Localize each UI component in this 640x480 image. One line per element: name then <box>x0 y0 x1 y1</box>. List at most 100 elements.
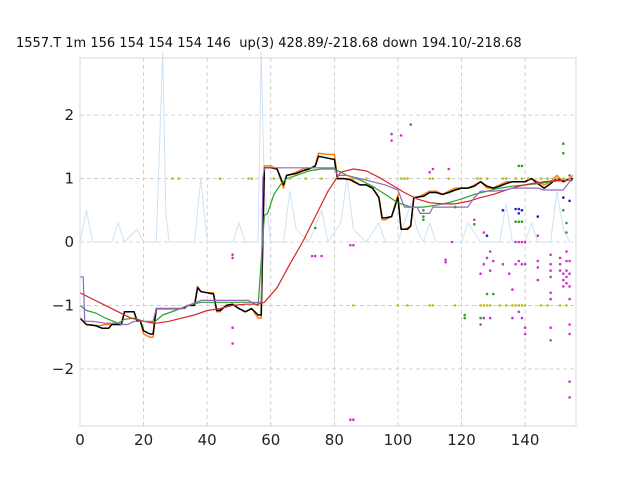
scatter-point <box>428 177 432 180</box>
scatter-point <box>399 134 403 137</box>
scatter-point <box>488 269 492 272</box>
x-tick-label: 60 <box>261 431 280 449</box>
scatter-point <box>406 177 409 180</box>
scatter-point <box>473 218 476 222</box>
scatter-point <box>476 177 479 180</box>
scatter-point <box>444 261 447 264</box>
scatter-point <box>349 243 352 247</box>
scatter-point <box>447 177 451 180</box>
scatter-point <box>170 177 174 180</box>
scatter-point <box>523 262 527 266</box>
scatter-point <box>517 310 521 314</box>
series-line <box>79 168 573 324</box>
scatter-point <box>507 272 511 276</box>
scatter-point <box>399 177 403 180</box>
scatter-point <box>431 167 435 171</box>
scatter-point <box>390 132 393 136</box>
scatter-point <box>565 281 568 285</box>
scatter-point <box>463 316 467 320</box>
scatter-point <box>539 304 543 307</box>
scatter-point <box>444 258 447 262</box>
scatter-point <box>218 177 222 180</box>
scatter-point <box>562 272 565 276</box>
scatter-point <box>320 254 323 258</box>
scatter-point <box>565 275 568 279</box>
scatter-point <box>517 164 521 168</box>
scatter-point <box>514 304 517 307</box>
y-tick-label: 1 <box>64 170 74 188</box>
scatter-point <box>517 304 521 307</box>
scatter-point <box>349 418 352 422</box>
scatter-point <box>520 304 524 307</box>
scatter-point <box>485 292 489 296</box>
scatter-point <box>488 316 492 320</box>
scatter-point <box>517 259 521 263</box>
scatter-point <box>549 297 552 301</box>
scatter-point <box>396 304 400 307</box>
scatter-point <box>523 304 527 307</box>
scatter-point <box>479 316 482 320</box>
scatter-point <box>568 297 571 301</box>
scatter-point <box>527 177 530 180</box>
scatter-point <box>558 304 562 307</box>
scatter-point <box>485 256 489 260</box>
scatter-point <box>314 254 317 258</box>
scatter-point <box>482 262 486 266</box>
scatter-point <box>517 212 521 215</box>
scatter-point <box>568 177 571 180</box>
scatter-point <box>479 323 482 326</box>
scatter-point <box>177 177 180 180</box>
scatter-point <box>514 240 517 244</box>
scatter-point <box>558 269 562 272</box>
scatter-point <box>562 285 565 288</box>
scatter-point <box>565 259 568 263</box>
scatter-point <box>453 304 457 307</box>
scatter-point <box>549 291 552 295</box>
scatter-point <box>514 177 517 180</box>
scatter-point <box>536 278 540 282</box>
scatter-point <box>492 259 495 263</box>
scatter-point <box>562 177 565 180</box>
scatter-point <box>562 196 565 199</box>
series-line <box>80 167 574 326</box>
scatter-point <box>304 177 308 180</box>
series-line <box>79 51 573 243</box>
scatter-point <box>406 304 409 307</box>
scatter-point <box>364 177 368 180</box>
scatter-point <box>247 177 250 180</box>
scatter-point <box>568 199 571 203</box>
scatter-point <box>514 207 517 211</box>
scatter-point <box>549 269 552 272</box>
scatter-point <box>492 292 495 296</box>
scatter-point <box>501 262 505 266</box>
scatter-point <box>546 304 549 307</box>
scatter-point <box>479 272 482 276</box>
scatter-point <box>549 326 552 330</box>
scatter-point <box>520 177 524 180</box>
plot-frame <box>79 57 577 427</box>
scatter-point <box>409 123 413 126</box>
scatter-point <box>453 205 457 209</box>
scatter-point <box>568 380 571 383</box>
scatter-point <box>536 266 540 269</box>
x-tick-label: 20 <box>134 431 153 449</box>
x-tick-label: 40 <box>198 431 217 449</box>
scatter-point <box>272 177 276 180</box>
scatter-point <box>536 234 540 237</box>
scatter-point <box>568 396 571 399</box>
axis-ticks: 0 20 40 60 80 100 120 140 −2 −1 0 1 2 <box>52 106 540 449</box>
scatter-point <box>352 177 355 180</box>
scatter-point <box>488 250 492 253</box>
scatter-point <box>479 177 482 180</box>
scatter-point <box>231 253 234 256</box>
scatter-point <box>482 304 486 307</box>
scatter-point <box>520 262 524 266</box>
scatter-point <box>511 316 514 320</box>
series-lines <box>79 51 574 338</box>
scatter-point <box>498 304 502 307</box>
y-tick-label: 2 <box>64 106 74 124</box>
scatter-point <box>390 139 393 142</box>
scatter-point <box>511 304 514 307</box>
scatter-point <box>504 177 508 180</box>
